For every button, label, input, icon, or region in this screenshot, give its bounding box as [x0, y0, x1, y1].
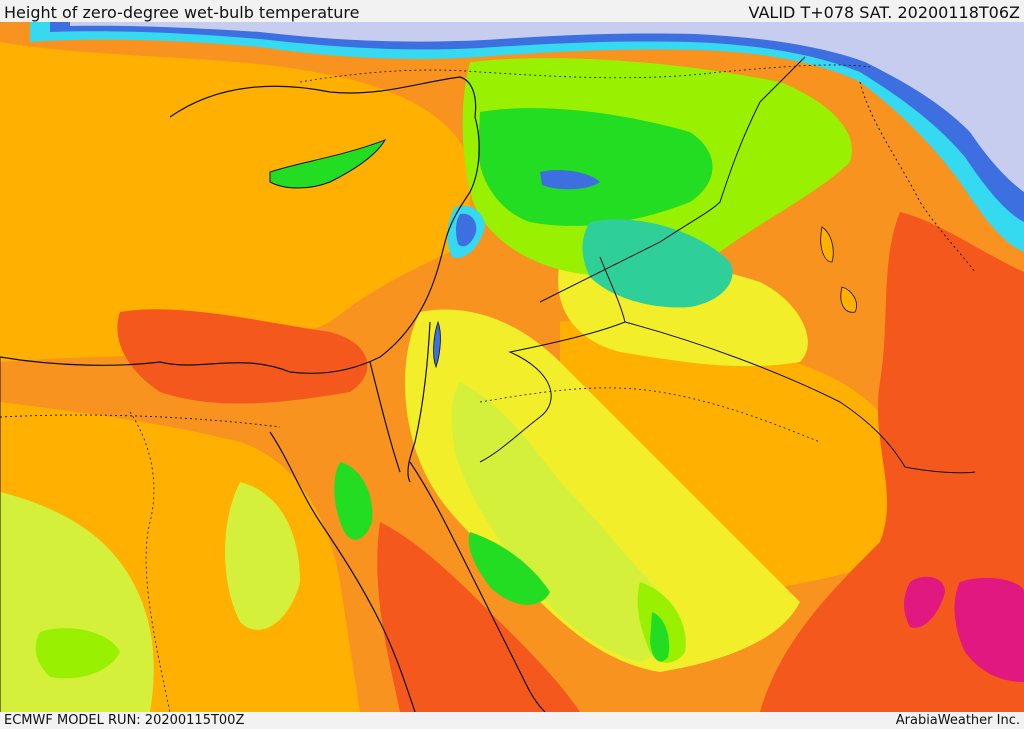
coastline-gulf-suez	[369, 361, 401, 473]
border-internal-turkey	[299, 64, 871, 83]
field-teal-iraq	[582, 219, 733, 308]
field-magenta-east	[954, 577, 1024, 682]
border-iran-iraq	[859, 81, 976, 273]
border-iraq-saudi	[624, 321, 976, 474]
dead-sea-lake	[433, 320, 441, 369]
valid-time-label: VALID T+078 SAT. 20200118T06Z	[748, 3, 1020, 22]
map-svg	[0, 22, 1024, 712]
footer-bar: ECMWF MODEL RUN: 20200115T00Z ArabiaWeat…	[0, 712, 1024, 729]
border-internal-saudi	[479, 387, 821, 443]
field-yellow-levant-south	[405, 309, 800, 672]
field-magenta-east-small	[904, 576, 945, 628]
credit-label: ArabiaWeather Inc.	[895, 713, 1020, 728]
coastline-mediterranean-south	[0, 116, 480, 374]
field-orange-light-north	[0, 42, 470, 362]
coastline-gulf-aqaba	[407, 321, 431, 483]
weather-map	[0, 22, 1024, 712]
field-lime-egypt-west	[35, 628, 120, 679]
iraq-lake	[820, 226, 834, 263]
field-green-sinai	[334, 462, 373, 540]
header-bar: Height of zero-degree wet-bulb temperatu…	[0, 0, 1024, 22]
field-red-red-sea	[377, 522, 580, 712]
field-yellow-green-saudi	[451, 382, 671, 662]
coastline-red-sea-west	[269, 431, 416, 712]
iraq-lake-2	[840, 286, 857, 313]
field-red-egypt-coast	[117, 309, 368, 404]
model-run-label: ECMWF MODEL RUN: 20200115T00Z	[4, 713, 245, 728]
field-green-saudi-hejaz	[468, 532, 550, 605]
cyprus-outline	[269, 139, 387, 189]
field-very-low-north	[70, 22, 1024, 192]
field-yellow-green-sinai	[225, 482, 300, 630]
coastline-red-sea-east	[409, 461, 546, 712]
border-saudi-jordan	[479, 321, 626, 463]
field-green-saudi-south	[650, 612, 670, 662]
field-blue-lebanon	[455, 213, 477, 247]
map-title: Height of zero-degree wet-bulb temperatu…	[4, 3, 360, 22]
border-syria-iraq	[539, 56, 806, 303]
coastline-turkey-south	[169, 76, 477, 118]
border-jordan-iraq	[599, 256, 626, 323]
field-blue-syria-spot	[540, 170, 600, 190]
field-green-syria	[478, 108, 713, 226]
